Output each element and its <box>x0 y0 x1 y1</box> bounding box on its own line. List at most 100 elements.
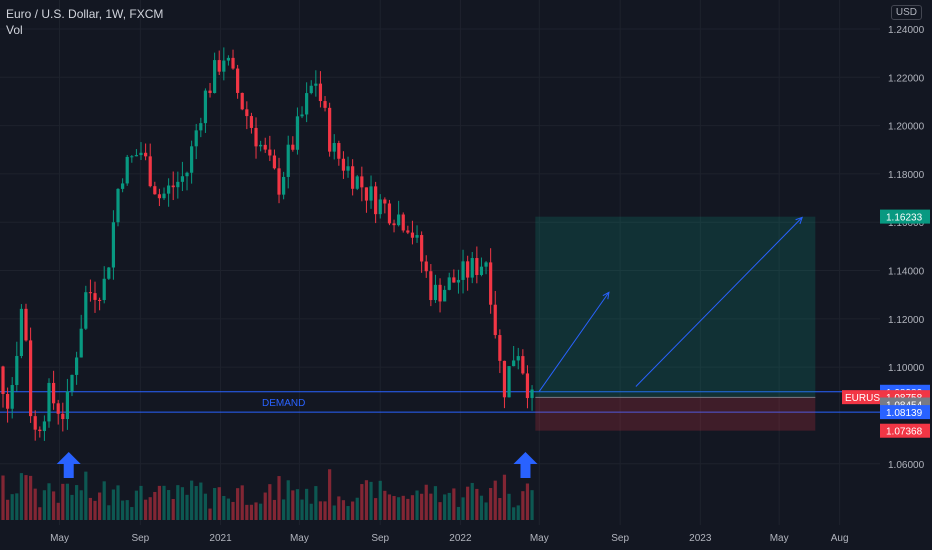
candle-body <box>139 152 143 156</box>
volume-bar <box>525 483 530 520</box>
candle-body <box>438 284 442 302</box>
candle-body <box>489 262 493 305</box>
volume-bar <box>144 499 148 520</box>
volume-bar <box>360 484 364 520</box>
price-tag <box>880 423 930 438</box>
price-tick-label: 1.06000 <box>888 460 925 471</box>
price-tag-label: 1.16233 <box>886 213 923 224</box>
candle-body <box>341 158 346 171</box>
volume-bar <box>88 497 93 520</box>
volume-bar <box>98 492 102 520</box>
volume-bar <box>443 494 447 520</box>
volume-bar <box>433 486 438 520</box>
volume-bar <box>378 480 382 520</box>
candle-body <box>378 199 382 215</box>
volume-bar <box>194 486 198 520</box>
candle-body <box>323 101 327 108</box>
candle-body <box>484 262 488 267</box>
candle-body <box>272 155 277 169</box>
candle-body <box>433 284 438 301</box>
candle-body <box>153 186 157 195</box>
candle-body <box>346 166 350 171</box>
volume-bar <box>29 475 33 520</box>
time-tick-label: 2022 <box>449 533 472 544</box>
candle-body <box>364 187 369 201</box>
candle-body <box>88 292 93 294</box>
candle-body <box>185 172 189 177</box>
symbol-title[interactable]: Euro / U.S. Dollar, 1W, FXCM <box>6 7 164 21</box>
candle-body <box>111 222 116 268</box>
volume-bar <box>56 502 60 520</box>
volume-bar <box>231 501 235 520</box>
target-zone <box>535 216 816 398</box>
candle-body <box>121 183 125 189</box>
volume-label[interactable]: Vol <box>6 23 23 37</box>
candle-body <box>29 340 33 417</box>
price-tick-label: 1.24000 <box>888 25 925 36</box>
volume-bar <box>475 488 479 520</box>
candle-body <box>415 235 419 238</box>
candle-body <box>516 356 520 361</box>
candle-body <box>337 143 341 159</box>
volume-bar <box>203 493 208 520</box>
candle-body <box>282 176 286 195</box>
candle-body <box>305 93 309 115</box>
candle-body <box>314 83 318 86</box>
volume-bar <box>61 483 65 520</box>
price-tick-label: 1.14000 <box>888 267 925 278</box>
candle-body <box>512 360 516 367</box>
time-tick-label: Sep <box>611 533 629 544</box>
volume-bar <box>245 504 249 520</box>
price-tick-label: 1.16000 <box>888 218 925 229</box>
volume-bar <box>222 495 226 520</box>
candle-body <box>217 60 221 72</box>
currency-button[interactable]: USD <box>890 5 922 20</box>
volume-bar <box>323 501 327 520</box>
candle-body <box>249 116 254 128</box>
candle-body <box>222 60 226 72</box>
price-tick-label: 1.22000 <box>888 73 925 84</box>
candle-body <box>236 68 240 93</box>
volume-bar <box>42 490 47 520</box>
candle-body <box>240 92 244 110</box>
candle-body <box>199 123 203 131</box>
price-tick-label: 1.18000 <box>888 170 925 181</box>
volume-bar <box>355 497 359 520</box>
candle-body <box>291 144 295 150</box>
volume-bar <box>102 481 106 520</box>
volume-bar <box>162 485 166 520</box>
demand-arrow-icon <box>513 452 538 478</box>
volume-bar <box>277 476 281 520</box>
volume-bar <box>512 507 516 520</box>
volume-bar <box>530 490 534 520</box>
candle-body <box>424 261 428 272</box>
projection-arrow-head <box>795 216 803 225</box>
volume-bar <box>190 480 194 520</box>
volume-bar <box>199 482 203 520</box>
candle-body <box>466 261 470 278</box>
volume-bar <box>489 488 493 520</box>
candle-body <box>70 374 74 392</box>
volume-bar <box>295 489 300 520</box>
volume-bar <box>24 475 28 520</box>
candle-body <box>65 391 70 420</box>
candle-body <box>502 360 507 398</box>
candle-body <box>470 258 474 278</box>
candle-body <box>406 230 410 233</box>
candle-body <box>277 168 281 195</box>
volume-bar <box>107 505 111 520</box>
candle-body <box>6 393 10 409</box>
volume-bar <box>438 502 442 520</box>
time-tick-label: 2023 <box>689 533 712 544</box>
candle-body <box>420 235 424 262</box>
volume-bar <box>447 492 451 520</box>
candle-body <box>33 416 37 430</box>
volume-bar <box>1 475 5 520</box>
volume-bar <box>121 500 125 520</box>
volume-bar <box>268 484 272 520</box>
volume-bar <box>93 500 97 520</box>
volume-bar <box>240 485 244 520</box>
candle-body <box>475 258 479 275</box>
demand-label: DEMAND <box>262 398 305 409</box>
